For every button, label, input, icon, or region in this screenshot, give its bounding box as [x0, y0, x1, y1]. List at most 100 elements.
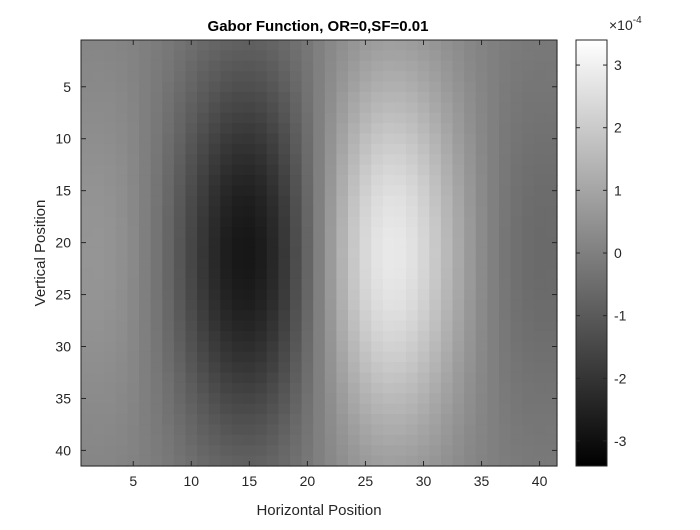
heatmap-cell [545, 299, 558, 311]
heatmap-cell [243, 123, 256, 135]
heatmap-cell [243, 341, 256, 353]
heatmap-cell [429, 268, 442, 280]
heatmap-cell [440, 268, 454, 280]
heatmap-cell [452, 341, 465, 353]
heatmap-cell [162, 227, 175, 239]
heatmap-cell [324, 362, 338, 374]
heatmap-cell [359, 123, 372, 135]
heatmap-cell [92, 424, 105, 436]
heatmap-cell [278, 299, 291, 311]
heatmap-cell [324, 247, 338, 259]
heatmap-cell [510, 289, 523, 301]
heatmap-cell [173, 362, 187, 374]
heatmap-cell [440, 133, 454, 145]
heatmap-cell [115, 216, 129, 228]
heatmap-cell [139, 143, 152, 155]
heatmap-cell [533, 143, 546, 155]
heatmap-cell [394, 445, 407, 457]
heatmap-cell [173, 320, 187, 332]
heatmap-cell [278, 164, 291, 176]
heatmap-cell [464, 247, 477, 259]
heatmap-cell [498, 393, 512, 405]
heatmap-cell [104, 185, 117, 197]
heatmap-cell [255, 372, 268, 384]
heatmap-cell [255, 123, 268, 135]
chart-title: Gabor Function, OR=0,SF=0.01 [208, 18, 429, 35]
heatmap-cell [417, 102, 430, 114]
heatmap-cell [278, 143, 291, 155]
heatmap-cell [487, 414, 500, 426]
heatmap-cell [115, 81, 129, 93]
heatmap-cell [81, 175, 94, 187]
heatmap-cell [301, 299, 314, 311]
heatmap-cell [173, 455, 187, 467]
heatmap-cell [406, 310, 419, 322]
heatmap-cell [336, 112, 349, 124]
heatmap-cell [440, 112, 454, 124]
heatmap-cell [173, 71, 187, 83]
heatmap-cell [452, 320, 465, 332]
heatmap-cell [301, 341, 314, 353]
heatmap-cell [104, 330, 117, 342]
heatmap-cell [336, 362, 349, 374]
heatmap-cell [394, 237, 407, 249]
heatmap-cell [104, 71, 117, 83]
heatmap-cell [545, 164, 558, 176]
heatmap-cell [289, 278, 303, 290]
heatmap-cell [406, 445, 419, 457]
heatmap-cell [255, 330, 268, 342]
heatmap-cell [266, 330, 279, 342]
heatmap-cell [487, 195, 500, 207]
heatmap-cell [487, 227, 500, 239]
heatmap-cell [289, 258, 303, 270]
heatmap-cell [266, 133, 279, 145]
heatmap-cell [208, 133, 221, 145]
heatmap-cell [522, 258, 535, 270]
heatmap-cell [487, 445, 500, 457]
heatmap-cell [394, 434, 407, 446]
heatmap-cell [162, 268, 175, 280]
heatmap-cell [255, 341, 268, 353]
heatmap-cell [173, 154, 187, 166]
heatmap-cell [127, 403, 140, 415]
heatmap-cell [348, 299, 361, 311]
heatmap-cell [173, 424, 187, 436]
heatmap-cell [81, 341, 94, 353]
heatmap-cell [382, 299, 396, 311]
heatmap-cell [359, 206, 372, 218]
heatmap-cell [266, 50, 279, 62]
heatmap-cell [220, 237, 233, 249]
heatmap-cell [510, 382, 523, 394]
heatmap-cell [406, 372, 419, 384]
heatmap-cell [266, 112, 279, 124]
heatmap-cell [452, 91, 465, 103]
heatmap-cell [220, 164, 233, 176]
heatmap-cell [301, 50, 314, 62]
heatmap-cell [510, 195, 523, 207]
heatmap-cell [324, 143, 338, 155]
heatmap-cell [522, 445, 535, 457]
heatmap-cell [417, 40, 430, 51]
heatmap-cell [510, 268, 523, 280]
heatmap-cell [185, 112, 198, 124]
heatmap-cell [197, 320, 210, 332]
heatmap-cell [81, 320, 94, 332]
heatmap-cell [301, 71, 314, 83]
heatmap-cell [115, 310, 129, 322]
heatmap-cell [475, 258, 488, 270]
heatmap-cell [324, 71, 338, 83]
heatmap-cell [475, 289, 488, 301]
heatmap-cell [487, 102, 500, 114]
heatmap-cell [336, 278, 349, 290]
heatmap-cell [139, 133, 152, 145]
heatmap-cell [348, 164, 361, 176]
heatmap-cell [115, 278, 129, 290]
colorbar [575, 39, 608, 467]
heatmap-cell [510, 154, 523, 166]
heatmap-cell [475, 123, 488, 135]
heatmap-cell [150, 164, 163, 176]
heatmap-cell [301, 289, 314, 301]
heatmap-cell [278, 71, 291, 83]
heatmap-cell [510, 102, 523, 114]
heatmap-cell [104, 289, 117, 301]
